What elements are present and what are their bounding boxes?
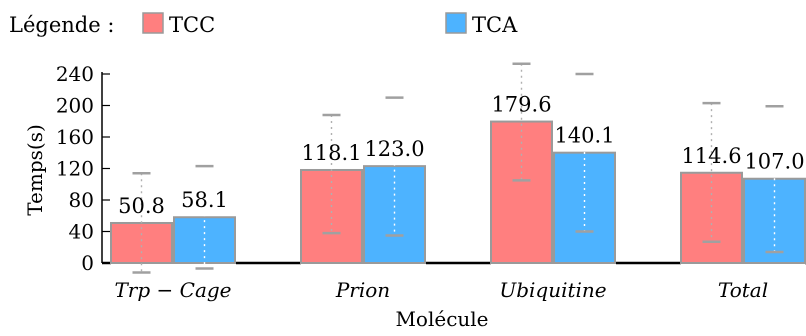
y-tick-label: 120 xyxy=(56,157,94,181)
data-label-tcc-1: 118.1 xyxy=(301,141,361,165)
y-tick-label: 80 xyxy=(69,188,94,212)
data-label-tca-2: 140.1 xyxy=(554,124,614,148)
x-tick-label-2: Ubiquitine xyxy=(499,278,606,302)
bar-tcc-2 xyxy=(490,120,553,264)
bar-tcc-1 xyxy=(300,168,363,264)
legend-label-tca: TCA xyxy=(472,13,518,37)
data-label-tca-1: 123.0 xyxy=(364,137,424,161)
axes: 0 40 80 120 160 200 240 xyxy=(56,62,806,275)
bars xyxy=(110,62,806,274)
data-label-tcc-0: 50.8 xyxy=(118,194,165,218)
y-axis-label: Temps(s) xyxy=(23,124,47,216)
data-label-tcc-2: 179.6 xyxy=(491,93,551,117)
y-tick-label: 40 xyxy=(69,220,94,244)
labels: 50.8 58.1 Trp − Cage 118.1 123.0 Prion 179.614… xyxy=(114,93,804,302)
legend-label-tcc: TCC xyxy=(169,13,215,37)
x-axis-label: Molécule xyxy=(395,307,488,331)
data-label-tcc-3: 114.6 xyxy=(681,144,741,168)
y-tick-label: 240 xyxy=(56,62,94,86)
x-tick-label-0: Trp − Cage xyxy=(114,278,231,302)
legend-swatch-tcc xyxy=(142,12,164,34)
legend: Légende : TCC TCA xyxy=(9,12,518,37)
y-tick-label: 200 xyxy=(56,94,94,118)
x-tick-label-1: Prion xyxy=(335,278,390,302)
y-tick-label: 160 xyxy=(56,125,94,149)
data-label-tca-3: 107.0 xyxy=(744,150,804,174)
y-tick-label: 0 xyxy=(81,251,94,275)
x-tick-label-3: Total xyxy=(718,278,768,302)
bar-tca-1 xyxy=(363,165,426,264)
legend-swatch-tca xyxy=(445,12,467,34)
data-label-tca-0: 58.1 xyxy=(181,188,228,212)
legend-title: Légende : xyxy=(9,13,114,37)
